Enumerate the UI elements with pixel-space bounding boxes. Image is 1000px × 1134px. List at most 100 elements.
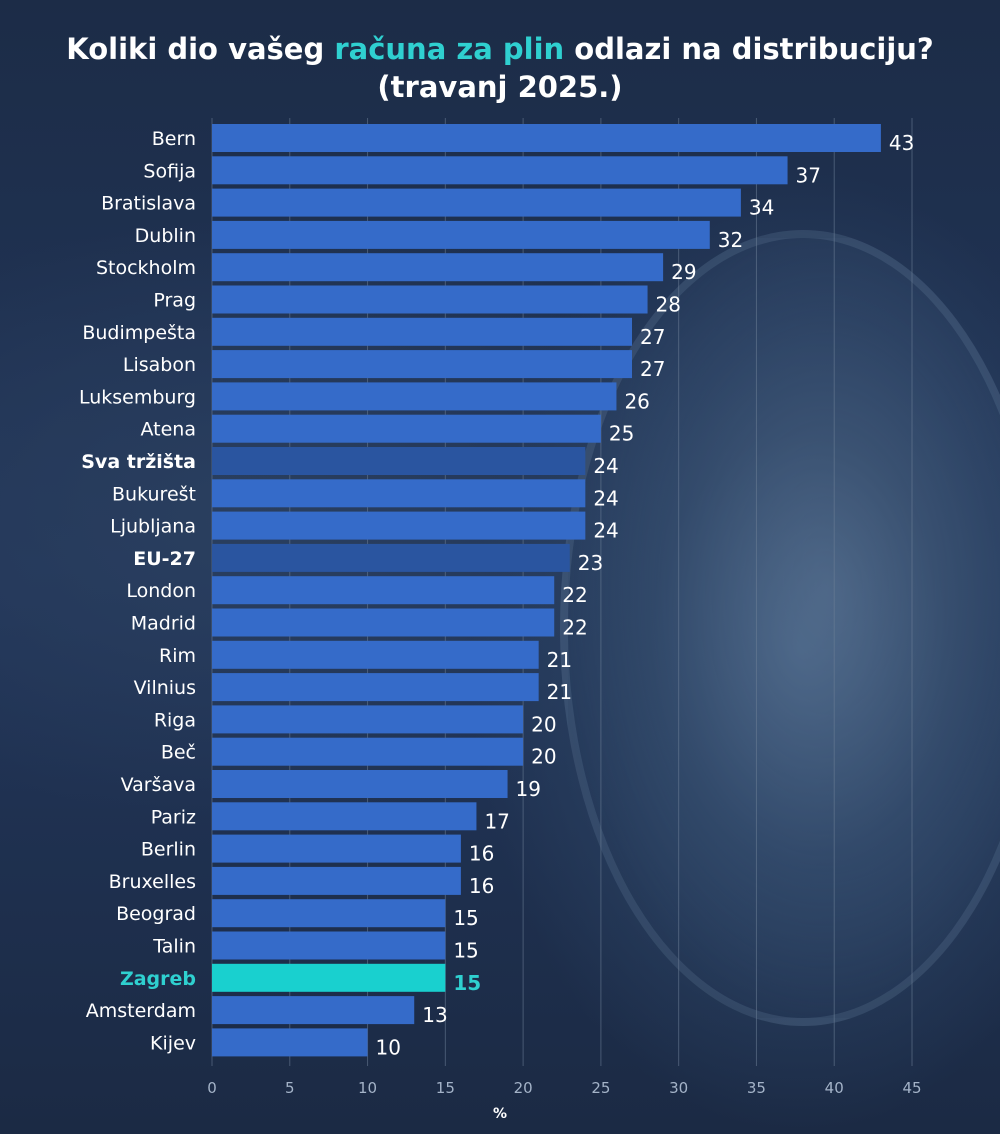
value-label: 34	[749, 196, 774, 220]
value-label: 15	[453, 906, 478, 930]
bar-item	[212, 931, 446, 960]
value-label: 24	[593, 519, 618, 543]
bar-highlight	[212, 963, 446, 992]
bar-item	[212, 317, 632, 346]
category-label: Lisabon	[123, 354, 196, 376]
category-label: Amsterdam	[86, 1000, 196, 1022]
category-label: EU-27	[133, 548, 196, 570]
value-label: 10	[376, 1035, 401, 1059]
background-coin-image	[560, 230, 1000, 1026]
value-label: 26	[624, 389, 649, 413]
bar-item	[212, 124, 881, 152]
value-label: 28	[656, 293, 681, 317]
bar-item	[212, 802, 477, 831]
category-label: Pariz	[151, 806, 196, 828]
category-label: Bukurešt	[112, 483, 196, 505]
category-label: Rim	[159, 645, 196, 667]
category-label: Beč	[161, 742, 196, 764]
x-tick-label: 40	[825, 1079, 844, 1097]
bar-item	[212, 253, 664, 282]
category-label: Varšava	[121, 774, 196, 796]
bar-item	[212, 1028, 368, 1057]
value-label: 24	[593, 454, 618, 478]
value-label: 43	[889, 131, 914, 155]
bar-item	[212, 996, 415, 1025]
value-label: 23	[578, 551, 603, 575]
bar-item	[212, 899, 446, 928]
bar-item	[212, 447, 586, 475]
value-label: 21	[547, 648, 572, 672]
bar-item	[212, 770, 508, 798]
bar-item	[212, 220, 710, 249]
category-label: Vilnius	[134, 677, 196, 699]
value-label: 16	[469, 842, 494, 866]
category-label: Sofija	[143, 160, 196, 182]
category-label: Riga	[154, 709, 196, 731]
bar-item	[212, 737, 524, 766]
category-label: Zagreb	[120, 968, 196, 990]
category-label: Bratislava	[101, 193, 196, 215]
title-highlight: računa za plin	[334, 32, 565, 66]
category-label: Budimpešta	[82, 322, 196, 344]
bar-item	[212, 479, 586, 508]
value-label: 27	[640, 357, 665, 381]
category-label: Atena	[141, 419, 197, 441]
bar-item	[212, 414, 601, 443]
category-label: Madrid	[131, 613, 196, 635]
category-label: Kijev	[150, 1032, 196, 1054]
value-label: 15	[453, 939, 478, 963]
value-label: 22	[562, 616, 587, 640]
x-tick-label: 45	[902, 1079, 921, 1097]
value-label: 21	[547, 680, 572, 704]
category-label: Dublin	[135, 225, 196, 247]
bar-item	[212, 608, 555, 637]
chart-title: Koliki dio vašeg računa za plin odlazi n…	[0, 30, 1000, 106]
value-label: 29	[671, 260, 696, 284]
bar-item	[212, 640, 539, 669]
x-tick-label: 0	[207, 1079, 217, 1097]
title-text-part2: odlazi na distribuciju?	[564, 32, 934, 66]
x-tick-label: 15	[436, 1079, 455, 1097]
value-label: 22	[562, 583, 587, 607]
title-date: (travanj 2025.)	[377, 70, 623, 104]
bar-item	[212, 834, 461, 863]
category-label: Talin	[152, 936, 196, 958]
value-label: 37	[796, 163, 821, 187]
x-axis-label: %	[493, 1106, 507, 1122]
bar-item	[212, 285, 648, 314]
bar-item	[212, 705, 524, 734]
x-tick-label: 35	[747, 1079, 766, 1097]
category-label: Luksemburg	[79, 386, 196, 408]
value-label: 13	[422, 1003, 447, 1027]
value-label: 20	[531, 712, 556, 736]
value-label: 15	[453, 971, 481, 995]
value-label: 24	[593, 486, 618, 510]
x-tick-label: 20	[514, 1079, 533, 1097]
value-label: 19	[516, 777, 541, 801]
x-tick-label: 10	[358, 1079, 377, 1097]
value-label: 27	[640, 325, 665, 349]
bar-item	[212, 543, 570, 572]
bar-item	[212, 511, 586, 540]
category-label: Bruxelles	[109, 871, 196, 893]
bar-item	[212, 188, 741, 217]
value-label: 17	[484, 809, 509, 833]
bar-item	[212, 350, 632, 379]
bar-item	[212, 156, 788, 185]
value-label: 25	[609, 422, 634, 446]
category-label: Berlin	[141, 839, 196, 861]
category-label: Stockholm	[96, 257, 196, 279]
bar-item	[212, 576, 555, 605]
category-label: Ljubljana	[110, 516, 196, 538]
x-tick-label: 5	[285, 1079, 295, 1097]
value-label: 20	[531, 745, 556, 769]
category-label: Prag	[153, 290, 196, 312]
bar-item	[212, 673, 539, 702]
x-tick-label: 30	[669, 1079, 688, 1097]
category-label: Beograd	[116, 903, 196, 925]
bar-item	[212, 382, 617, 411]
title-text-part1: Koliki dio vašeg	[66, 32, 335, 66]
value-label: 32	[718, 228, 743, 252]
